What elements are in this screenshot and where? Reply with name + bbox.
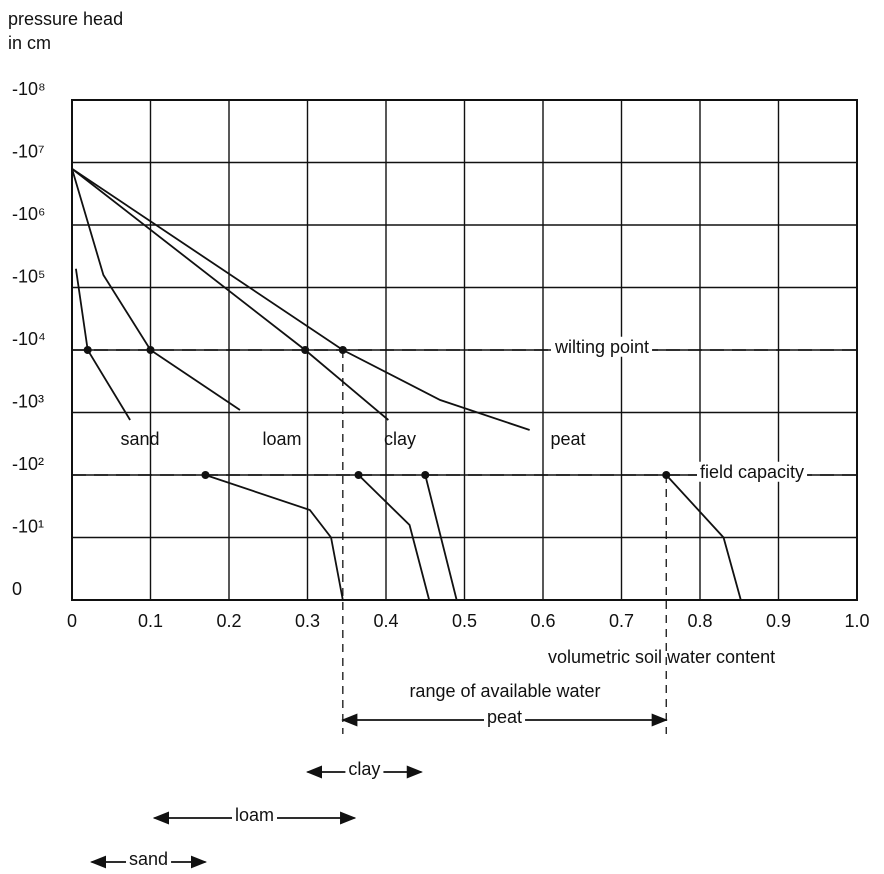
y-axis-title: pressure head: [8, 9, 123, 29]
y-tick-label: -10⁶: [12, 204, 45, 224]
y-tick-label: 0: [12, 579, 22, 599]
point: [146, 346, 155, 354]
y-tick-label: -10⁸: [12, 79, 46, 99]
range-label: sand: [129, 849, 168, 869]
x-tick-label: 0.4: [373, 611, 398, 631]
curve-label: clay: [384, 429, 416, 449]
y-tick-label: -10¹: [12, 516, 44, 536]
label-background: [126, 848, 172, 869]
curve: [71, 168, 431, 601]
range-label: loam: [235, 805, 274, 825]
x-tick-label: 0.9: [766, 611, 791, 631]
x-axis-title: volumetric soil water content: [548, 647, 775, 667]
label-background: [345, 758, 384, 779]
point: [201, 471, 210, 479]
curve-label: loam: [262, 429, 301, 449]
x-tick-label: 0.7: [609, 611, 634, 631]
curve-label: peat: [550, 429, 585, 449]
label-background: [484, 706, 526, 727]
label-background: [551, 336, 653, 357]
curve: [71, 168, 458, 601]
point: [301, 346, 310, 354]
x-tick-label: 0.1: [138, 611, 163, 631]
x-tick-label: 0: [67, 611, 77, 631]
label-background: [697, 461, 808, 482]
range-label: clay: [348, 759, 380, 779]
x-tick-label: 0.6: [530, 611, 555, 631]
label-background: [232, 804, 278, 825]
y-tick-label: -10²: [12, 454, 44, 474]
x-tick-label: 0.8: [687, 611, 712, 631]
x-tick-label: 0.3: [295, 611, 320, 631]
reference-label: wilting point: [554, 337, 649, 357]
point: [354, 471, 363, 479]
y-tick-label: -10³: [12, 391, 44, 411]
y-tick-label: -10⁵: [12, 266, 45, 286]
range-title: range of available water: [409, 681, 600, 701]
point: [83, 346, 92, 354]
point: [421, 471, 430, 479]
x-tick-label: 0.5: [452, 611, 477, 631]
range-label: peat: [487, 707, 522, 727]
curve: [71, 168, 742, 601]
curve: [75, 268, 344, 601]
x-tick-label: 1.0: [844, 611, 869, 631]
y-tick-label: -10⁷: [12, 141, 45, 161]
y-tick-label: -10⁴: [12, 329, 46, 349]
reference-label: field capacity: [700, 462, 804, 482]
x-tick-label: 0.2: [216, 611, 241, 631]
y-axis-title: in cm: [8, 33, 51, 53]
curve-label: sand: [120, 429, 159, 449]
